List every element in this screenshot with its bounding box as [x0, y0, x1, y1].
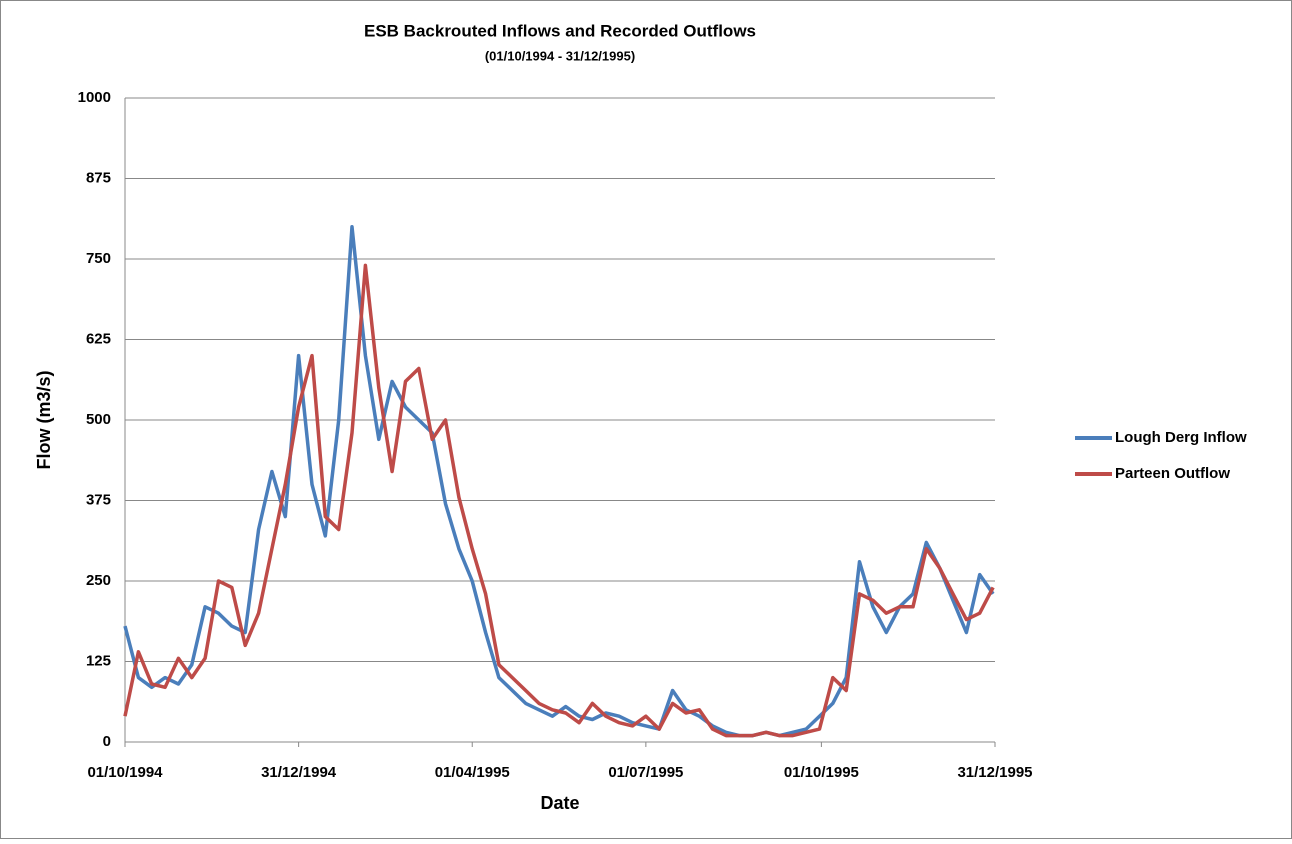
legend-label: Lough Derg Inflow	[1115, 429, 1247, 446]
chart-title: ESB Backrouted Inflows and Recorded Outf…	[364, 21, 756, 40]
y-axis-label: Flow (m3/s)	[34, 370, 54, 469]
x-tick-label: 01/10/1995	[784, 764, 859, 781]
y-tick-label: 625	[86, 330, 111, 347]
x-tick-label: 01/07/1995	[608, 764, 683, 781]
y-tick-label: 500	[86, 411, 111, 428]
y-tick-label: 125	[86, 652, 111, 669]
y-tick-label: 0	[103, 733, 111, 750]
x-tick-label: 01/04/1995	[435, 764, 510, 781]
legend-label: Parteen Outflow	[1115, 465, 1230, 482]
y-tick-label: 250	[86, 572, 111, 589]
x-tick-label: 01/10/1994	[87, 764, 163, 781]
x-tick-label: 31/12/1995	[957, 764, 1032, 781]
y-tick-label: 750	[86, 250, 111, 267]
x-axis-label: Date	[540, 793, 579, 813]
y-tick-label: 1000	[78, 89, 111, 106]
series-line	[123, 263, 995, 738]
y-tick-label: 375	[86, 491, 111, 508]
y-tick-label: 875	[86, 169, 111, 186]
chart-subtitle: (01/10/1994 - 31/12/1995)	[485, 48, 635, 63]
x-tick-label: 31/12/1994	[261, 764, 337, 781]
